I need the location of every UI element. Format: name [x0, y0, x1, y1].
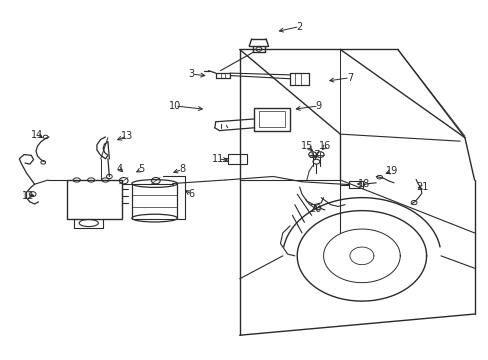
- Bar: [67, 180, 122, 219]
- Bar: [348, 181, 363, 188]
- Bar: [227, 153, 246, 164]
- Text: 2: 2: [296, 22, 302, 32]
- Text: 10: 10: [168, 101, 181, 111]
- Text: 21: 21: [416, 182, 428, 192]
- Text: 14: 14: [31, 130, 43, 140]
- Text: 19: 19: [385, 166, 397, 176]
- Bar: [254, 108, 289, 131]
- Text: 5: 5: [138, 165, 144, 174]
- Text: 17: 17: [308, 150, 321, 160]
- Text: 18: 18: [357, 179, 370, 189]
- Text: 20: 20: [308, 204, 321, 214]
- Text: 16: 16: [318, 141, 330, 152]
- Text: 9: 9: [315, 101, 321, 111]
- Text: 11: 11: [212, 154, 224, 164]
- Text: 15: 15: [300, 141, 312, 152]
- Text: 3: 3: [188, 69, 194, 79]
- Text: 12: 12: [21, 191, 34, 201]
- Text: 6: 6: [188, 189, 194, 199]
- Text: 13: 13: [121, 131, 133, 141]
- Text: 4: 4: [117, 165, 122, 174]
- Bar: [258, 111, 285, 127]
- Text: 8: 8: [179, 165, 185, 174]
- Text: 7: 7: [346, 73, 352, 83]
